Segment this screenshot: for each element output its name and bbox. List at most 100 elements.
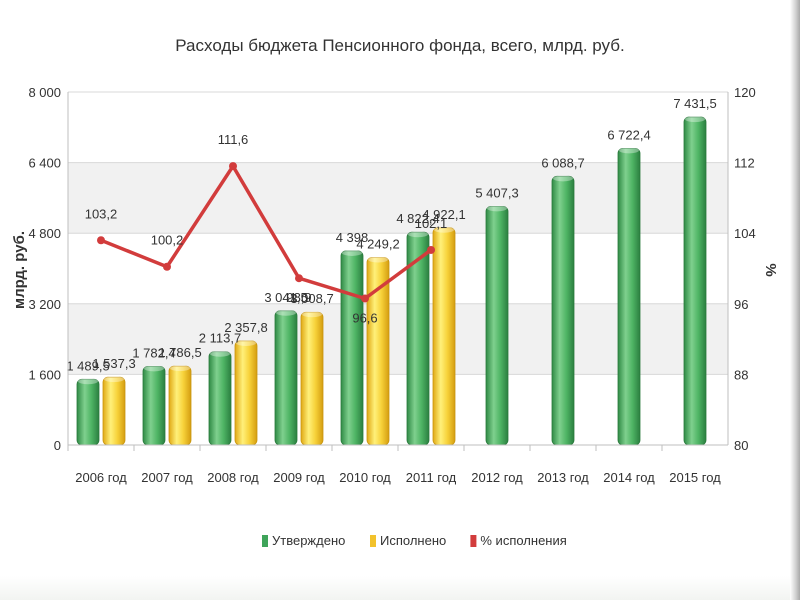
- line-point: [229, 162, 237, 171]
- y-tick-label: 6 400: [28, 156, 61, 171]
- bar-utverzhdeno-cap: [342, 249, 362, 256]
- line-point: [163, 262, 171, 271]
- x-category-label: 2006 год: [75, 470, 127, 485]
- y2-tick-label: 80: [734, 438, 748, 453]
- bar-utverzhdeno: [683, 116, 707, 446]
- bar-ispolneno-cap: [368, 256, 388, 263]
- bar-ispolneno-cap: [170, 365, 190, 372]
- axes-layer: 0 1 600 3 200 4 800 6 400 8 000 80 88 96 104 112 12…: [28, 85, 755, 485]
- bar-value-label: 6 722,4: [607, 127, 650, 142]
- bar-utverzhdeno-cap: [78, 378, 98, 385]
- legend-swatch: [470, 535, 477, 547]
- bar-utverzhdeno: [208, 351, 232, 446]
- x-category-label: 2012 год: [471, 470, 523, 485]
- legend-label: % исполнения: [480, 533, 566, 548]
- line-series-layer: [97, 162, 435, 303]
- bar-utverzhdeno: [274, 310, 298, 446]
- bar-ispolneno-cap: [302, 311, 322, 318]
- bar-ispolneno-cap: [104, 376, 124, 383]
- bar-utverzhdeno-cap: [487, 205, 507, 212]
- bar-value-label: 4 398: [336, 230, 369, 245]
- y2-tick-label: 96: [734, 297, 748, 312]
- bar-value-label: 4 249,2: [356, 237, 399, 252]
- bar-ispolneno: [234, 340, 258, 446]
- legend-swatch: [370, 535, 376, 547]
- bar-value-label: 4 822,4: [396, 211, 439, 226]
- bar-utverzhdeno: [76, 378, 100, 446]
- line-point: [97, 236, 105, 245]
- x-category-label: 2014 год: [603, 470, 655, 485]
- x-category-label: 2009 год: [273, 470, 325, 485]
- y2-axis-title: %: [762, 263, 779, 276]
- plot-band: [68, 92, 728, 163]
- y-axis-title: млрд. руб.: [11, 231, 28, 309]
- legend-label: Утверждено: [272, 533, 345, 548]
- line-point: [361, 294, 369, 303]
- bar-utverzhdeno-cap: [276, 309, 296, 316]
- line-point: [427, 245, 435, 254]
- bar-utverzhdeno-cap: [619, 147, 639, 154]
- line-value-label: 102,1: [415, 216, 448, 231]
- y2-tick-label: 88: [734, 367, 748, 382]
- bar-value-label: 1 489,5: [66, 358, 109, 373]
- y2-tick-label: 104: [734, 226, 756, 241]
- line-point: [295, 274, 303, 283]
- bar-value-label: 2 357,8: [224, 320, 267, 335]
- bar-utverzhdeno-cap: [553, 175, 573, 182]
- data-labels-layer: 1 489,51 537,31 782,41 786,52 113,72 357…: [66, 96, 716, 373]
- bar-value-label: 1 537,3: [92, 356, 135, 371]
- y-tick-label: 1 600: [28, 367, 61, 382]
- line-value-label: 96,6: [352, 311, 377, 326]
- chart-legend: Утверждено Исполнено % исполнения: [262, 533, 567, 548]
- line-ispolnenie: [100, 164, 433, 301]
- y-tick-label: 8 000: [28, 85, 61, 100]
- y-tick-label: 0: [54, 438, 61, 453]
- y2-tick-label: 120: [734, 85, 756, 100]
- bar-ispolneno-cap: [236, 339, 256, 346]
- legend-swatch: [262, 535, 268, 547]
- bar-ispolneno: [300, 311, 324, 446]
- line-value-label: 98,9: [286, 290, 311, 305]
- y-tick-label: 3 200: [28, 297, 61, 312]
- bar-ispolneno-cap: [434, 226, 454, 233]
- slide-bottom-fade: [0, 576, 790, 600]
- slide-edge-shadow: [790, 0, 800, 600]
- bar-value-label: 5 407,3: [475, 185, 518, 200]
- bar-value-label: 1 786,5: [158, 345, 201, 360]
- bar-ispolneno: [102, 376, 126, 446]
- bar-utverzhdeno: [340, 250, 364, 446]
- y2-tick-label: 112: [734, 156, 755, 171]
- bar-utverzhdeno-cap: [210, 350, 230, 357]
- x-category-label: 2011 год: [406, 470, 457, 485]
- bar-utverzhdeno: [142, 365, 166, 446]
- bar-value-label: 4 922,1: [422, 207, 465, 222]
- y-tick-label: 4 800: [28, 226, 61, 241]
- bar-series-layer: [76, 116, 707, 446]
- bar-value-label: 6 088,7: [541, 155, 584, 170]
- line-value-label: 103,2: [85, 206, 118, 221]
- legend-label: Исполнено: [380, 533, 446, 548]
- bar-utverzhdeno-cap: [408, 231, 428, 238]
- x-category-label: 2015 год: [669, 470, 721, 485]
- bar-value-label: 3 008,7: [290, 291, 333, 306]
- bar-ispolneno: [432, 227, 456, 446]
- line-value-label: 111,6: [218, 132, 249, 147]
- line-value-label: 100,2: [151, 233, 184, 248]
- x-category-label: 2013 год: [537, 470, 589, 485]
- bar-utverzhdeno: [485, 206, 509, 446]
- bar-value-label: 7 431,5: [673, 96, 716, 111]
- bar-utverzhdeno-cap: [144, 365, 164, 372]
- x-category-label: 2010 год: [339, 470, 391, 485]
- x-category-label: 2007 год: [141, 470, 193, 485]
- bar-value-label: 1 782,4: [132, 345, 175, 360]
- bar-utverzhdeno-cap: [685, 116, 705, 123]
- x-category-label: 2008 год: [207, 470, 259, 485]
- chart-title: Расходы бюджета Пенсионного фонда, всего…: [175, 36, 624, 55]
- bar-utverzhdeno: [617, 147, 641, 446]
- bar-ispolneno: [168, 365, 192, 446]
- bar-utverzhdeno: [551, 175, 575, 446]
- bar-value-label: 2 113,7: [199, 331, 241, 346]
- bar-value-label: 3 041,5: [264, 290, 307, 305]
- bar-ispolneno: [366, 257, 390, 446]
